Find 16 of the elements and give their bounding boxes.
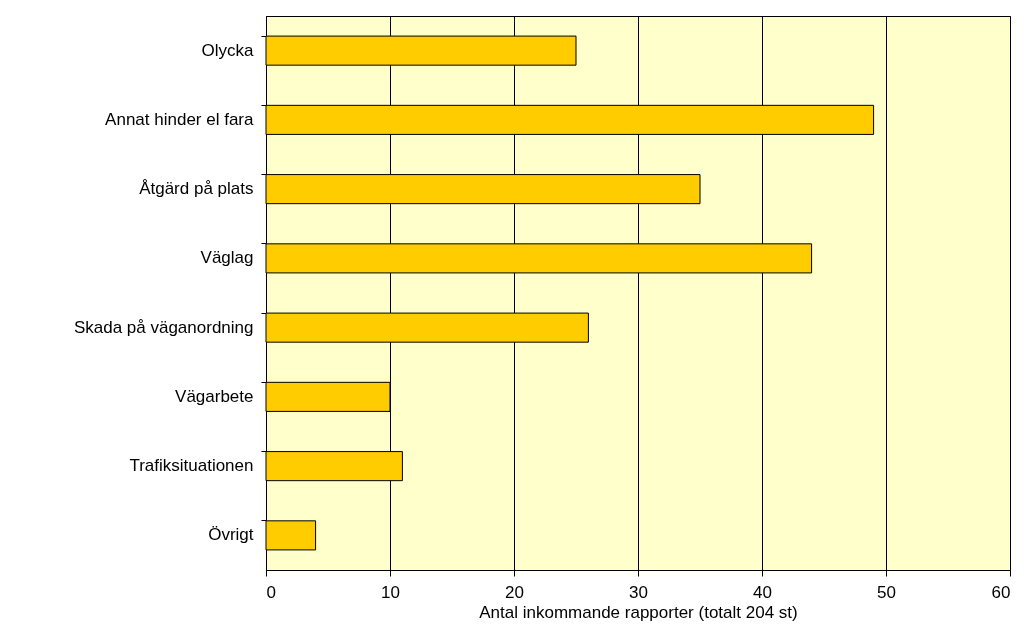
y-tick-label: Olycka bbox=[201, 40, 255, 60]
y-tick-label: Övrigt bbox=[208, 525, 254, 545]
y-tick-label: Skada på väganordning bbox=[73, 317, 254, 337]
x-tick-label: 50 bbox=[877, 582, 896, 602]
x-tick-label: 40 bbox=[753, 582, 772, 602]
x-tick-label: 60 bbox=[991, 582, 1011, 602]
y-tick-label: Åtgärd på plats bbox=[139, 179, 254, 199]
y-tick-label: Annat hinder el fara bbox=[105, 109, 255, 129]
x-tick-label: 10 bbox=[381, 582, 400, 602]
x-tick-label: 20 bbox=[505, 582, 524, 602]
x-axis-title: Antal inkommande rapporter (totalt 204 st) bbox=[479, 602, 798, 622]
y-tick-label: Vägarbete bbox=[175, 386, 254, 406]
x-tick-label: 30 bbox=[629, 582, 648, 602]
y-tick-label: Trafiksituationen bbox=[129, 456, 254, 476]
y-tick-label: Väglag bbox=[200, 248, 254, 268]
x-tick-label: 0 bbox=[266, 582, 276, 602]
